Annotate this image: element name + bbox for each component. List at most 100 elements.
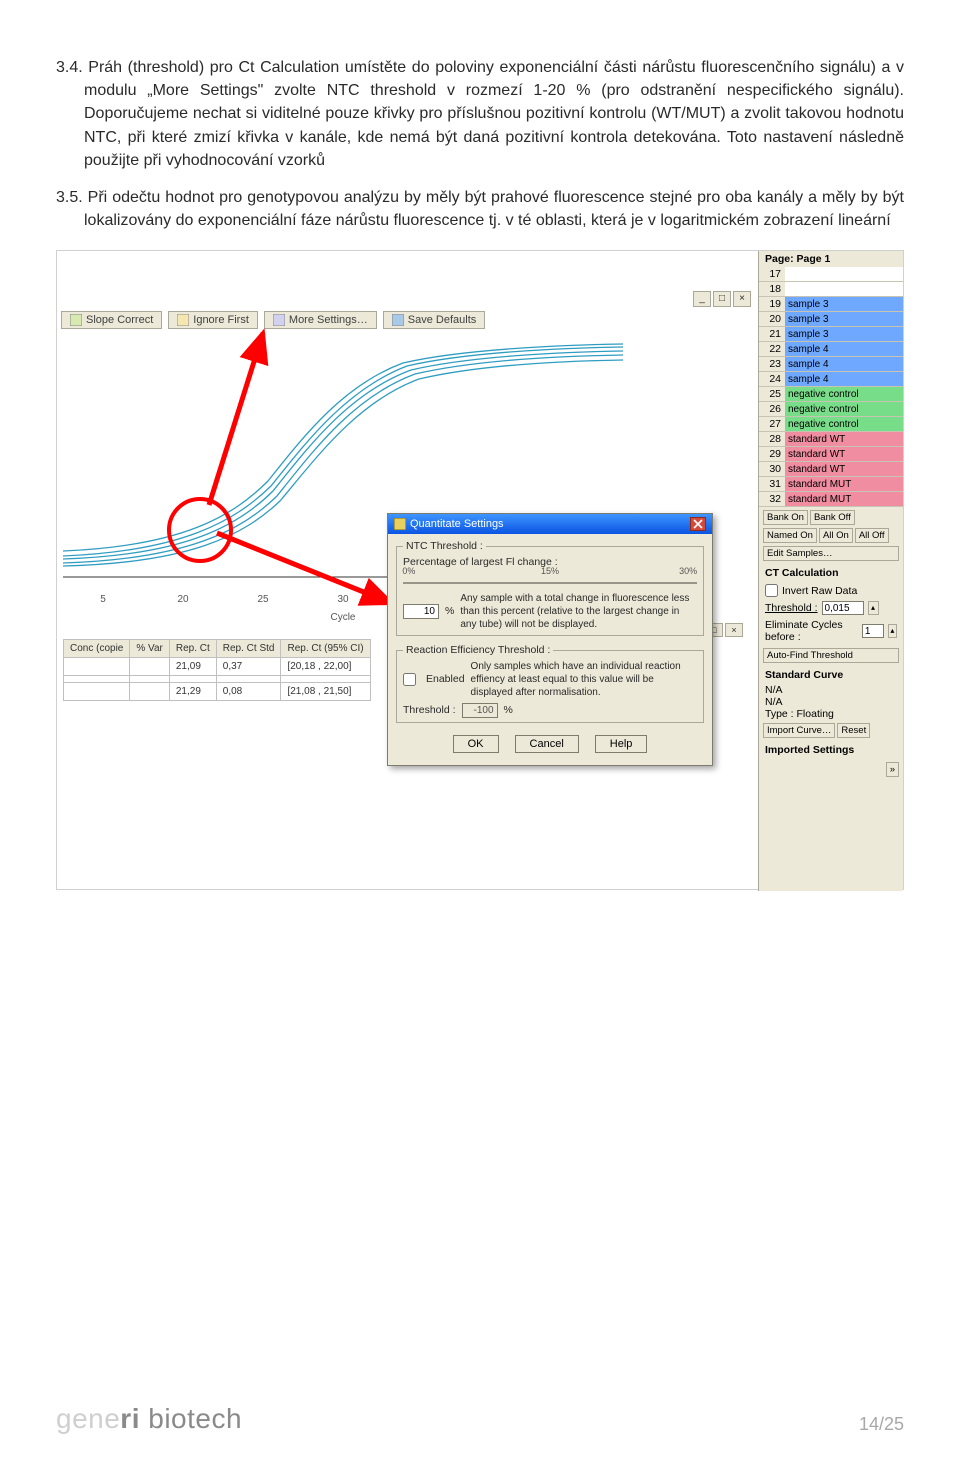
table-cell: 0,08 (216, 683, 281, 701)
sample-row-number: 28 (759, 432, 785, 446)
sample-row[interactable]: 22sample 4 (759, 342, 903, 357)
react-enabled-label: Enabled (426, 673, 465, 687)
maximize-button[interactable]: □ (713, 291, 731, 307)
eliminate-spinner[interactable]: ▴ (888, 624, 897, 638)
invert-raw-checkbox[interactable] (765, 584, 778, 597)
sample-row-label: negative control (785, 417, 903, 431)
page-number: 14/25 (859, 1414, 904, 1435)
import-curve-button[interactable]: Import Curve… (763, 723, 835, 738)
sample-row[interactable]: 28standard WT (759, 432, 903, 447)
sample-row[interactable]: 30standard WT (759, 462, 903, 477)
slider-tick-label: 30% (679, 566, 697, 576)
standard-curve-title: Standard Curve (759, 666, 903, 684)
sample-row[interactable]: 26negative control (759, 402, 903, 417)
table-cell (130, 683, 170, 701)
invert-raw-label: Invert Raw Data (782, 585, 857, 597)
react-description: Only samples which have an individual re… (471, 660, 697, 699)
ntc-description: Any sample with a total change in fluore… (460, 592, 697, 631)
slope-correct-label: Slope Correct (86, 314, 153, 326)
ntc-group-label: NTC Threshold : (403, 540, 486, 552)
sample-row[interactable]: 27negative control (759, 417, 903, 432)
sidebar: Page: Page 1 171819sample 320sample 321s… (758, 251, 903, 891)
close-button[interactable]: × (733, 291, 751, 307)
table-cell: 0,37 (216, 658, 281, 676)
bank-on-button[interactable]: Bank On (763, 510, 808, 525)
sample-row-number: 20 (759, 312, 785, 326)
eliminate-input[interactable] (862, 624, 884, 638)
th-conc: Conc (copie (64, 640, 130, 658)
threshold-spinner[interactable]: ▴ (868, 601, 879, 615)
ntc-value-input[interactable] (403, 604, 439, 619)
save-defaults-label: Save Defaults (408, 314, 476, 326)
sample-row[interactable]: 24sample 4 (759, 372, 903, 387)
sidebar-page-title: Page: Page 1 (759, 251, 903, 267)
sample-row[interactable]: 23sample 4 (759, 357, 903, 372)
minimize-button[interactable]: _ (693, 291, 711, 307)
slider-tick-label: 15% (541, 566, 559, 576)
bank-off-button[interactable]: Bank Off (810, 510, 855, 525)
ok-button[interactable]: OK (453, 735, 499, 753)
sample-list: 171819sample 320sample 321sample 322samp… (759, 267, 903, 507)
dialog-titlebar[interactable]: Quantitate Settings (388, 514, 712, 534)
sample-row-number: 25 (759, 387, 785, 401)
sample-row[interactable]: 21sample 3 (759, 327, 903, 342)
xtick: 5 (63, 594, 143, 605)
react-enabled-checkbox[interactable] (403, 673, 416, 686)
sample-row-number: 31 (759, 477, 785, 491)
sample-row-number: 22 (759, 342, 785, 356)
cancel-button[interactable]: Cancel (515, 735, 579, 753)
table-row: 21,090,37[20,18 , 22,00] (64, 658, 371, 676)
ntc-threshold-group: NTC Threshold : Percentage of largest Fl… (396, 540, 704, 636)
th-repctci: Rep. Ct (95% CI) (281, 640, 370, 658)
sample-row[interactable]: 18 (759, 282, 903, 297)
ct-calculation-title: CT Calculation (759, 564, 903, 582)
logo-part3: biotech (140, 1403, 242, 1434)
reaction-efficiency-group: Reaction Efficiency Threshold : Enabled … (396, 644, 704, 723)
table-cell (130, 658, 170, 676)
sample-row[interactable]: 31standard MUT (759, 477, 903, 492)
table-cell: [21,08 , 21,50] (281, 683, 370, 701)
reset-button[interactable]: Reset (837, 723, 870, 738)
th-repctstd: Rep. Ct Std (216, 640, 281, 658)
dialog-close-button[interactable] (690, 517, 706, 531)
all-on-button[interactable]: All On (819, 528, 853, 543)
sample-row-number: 21 (759, 327, 785, 341)
ntc-slider[interactable]: 0% 15% 30% (403, 570, 697, 588)
named-on-button[interactable]: Named On (763, 528, 817, 543)
sample-row-number: 19 (759, 297, 785, 311)
sample-row[interactable]: 19sample 3 (759, 297, 903, 312)
sample-row-label: standard WT (785, 462, 903, 476)
table-cell (216, 676, 281, 683)
sample-row[interactable]: 25negative control (759, 387, 903, 402)
window-controls: _ □ × (693, 291, 751, 307)
sample-row-label: sample 4 (785, 372, 903, 386)
sample-row[interactable]: 29standard WT (759, 447, 903, 462)
react-group-label: Reaction Efficiency Threshold : (403, 644, 553, 656)
react-threshold-label: Threshold : (403, 704, 456, 718)
std-type: Type : Floating (759, 708, 903, 720)
slider-tick-label: 0% (402, 566, 415, 576)
logo: generi biotech (56, 1403, 242, 1435)
expand-button[interactable]: » (886, 762, 899, 777)
sample-row[interactable]: 32standard MUT (759, 492, 903, 507)
sample-row-label: sample 3 (785, 297, 903, 311)
slope-correct-button[interactable]: Slope Correct (61, 311, 162, 329)
save-defaults-button[interactable]: Save Defaults (383, 311, 485, 329)
edit-samples-button[interactable]: Edit Samples… (763, 546, 899, 561)
logo-part2: ri (120, 1403, 140, 1434)
sample-row[interactable]: 17 (759, 267, 903, 282)
close-icon (693, 519, 703, 529)
sample-row-number: 17 (759, 267, 785, 281)
table-cell (64, 683, 130, 701)
sample-row[interactable]: 20sample 3 (759, 312, 903, 327)
paragraph-3-5: 3.5. Při odečtu hodnot pro genotypovou a… (56, 186, 904, 232)
sample-row-label (785, 267, 903, 281)
threshold-input[interactable] (822, 601, 864, 615)
sample-row-label: negative control (785, 387, 903, 401)
all-off-button[interactable]: All Off (855, 528, 889, 543)
chart-icon (70, 314, 82, 326)
help-button[interactable]: Help (595, 735, 648, 753)
autofind-button[interactable]: Auto-Find Threshold (763, 648, 899, 663)
results-table: Conc (copie % Var Rep. Ct Rep. Ct Std Re… (63, 639, 371, 701)
sub-close-button[interactable]: × (725, 623, 743, 637)
